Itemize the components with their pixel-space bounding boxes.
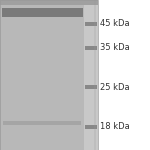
Bar — [85, 22, 97, 26]
Bar — [0, 0, 98, 4]
Text: 45 kDa: 45 kDa — [100, 20, 130, 28]
Bar — [85, 85, 97, 89]
Bar — [3, 121, 81, 125]
Text: 25 kDa: 25 kDa — [100, 82, 130, 91]
Bar — [2, 8, 82, 17]
Bar — [0, 0, 84, 150]
Bar — [85, 124, 97, 129]
Bar — [84, 0, 98, 150]
Bar — [85, 46, 97, 50]
Text: 18 kDa: 18 kDa — [100, 122, 130, 131]
Bar — [0, 0, 98, 150]
Text: 35 kDa: 35 kDa — [100, 44, 130, 52]
